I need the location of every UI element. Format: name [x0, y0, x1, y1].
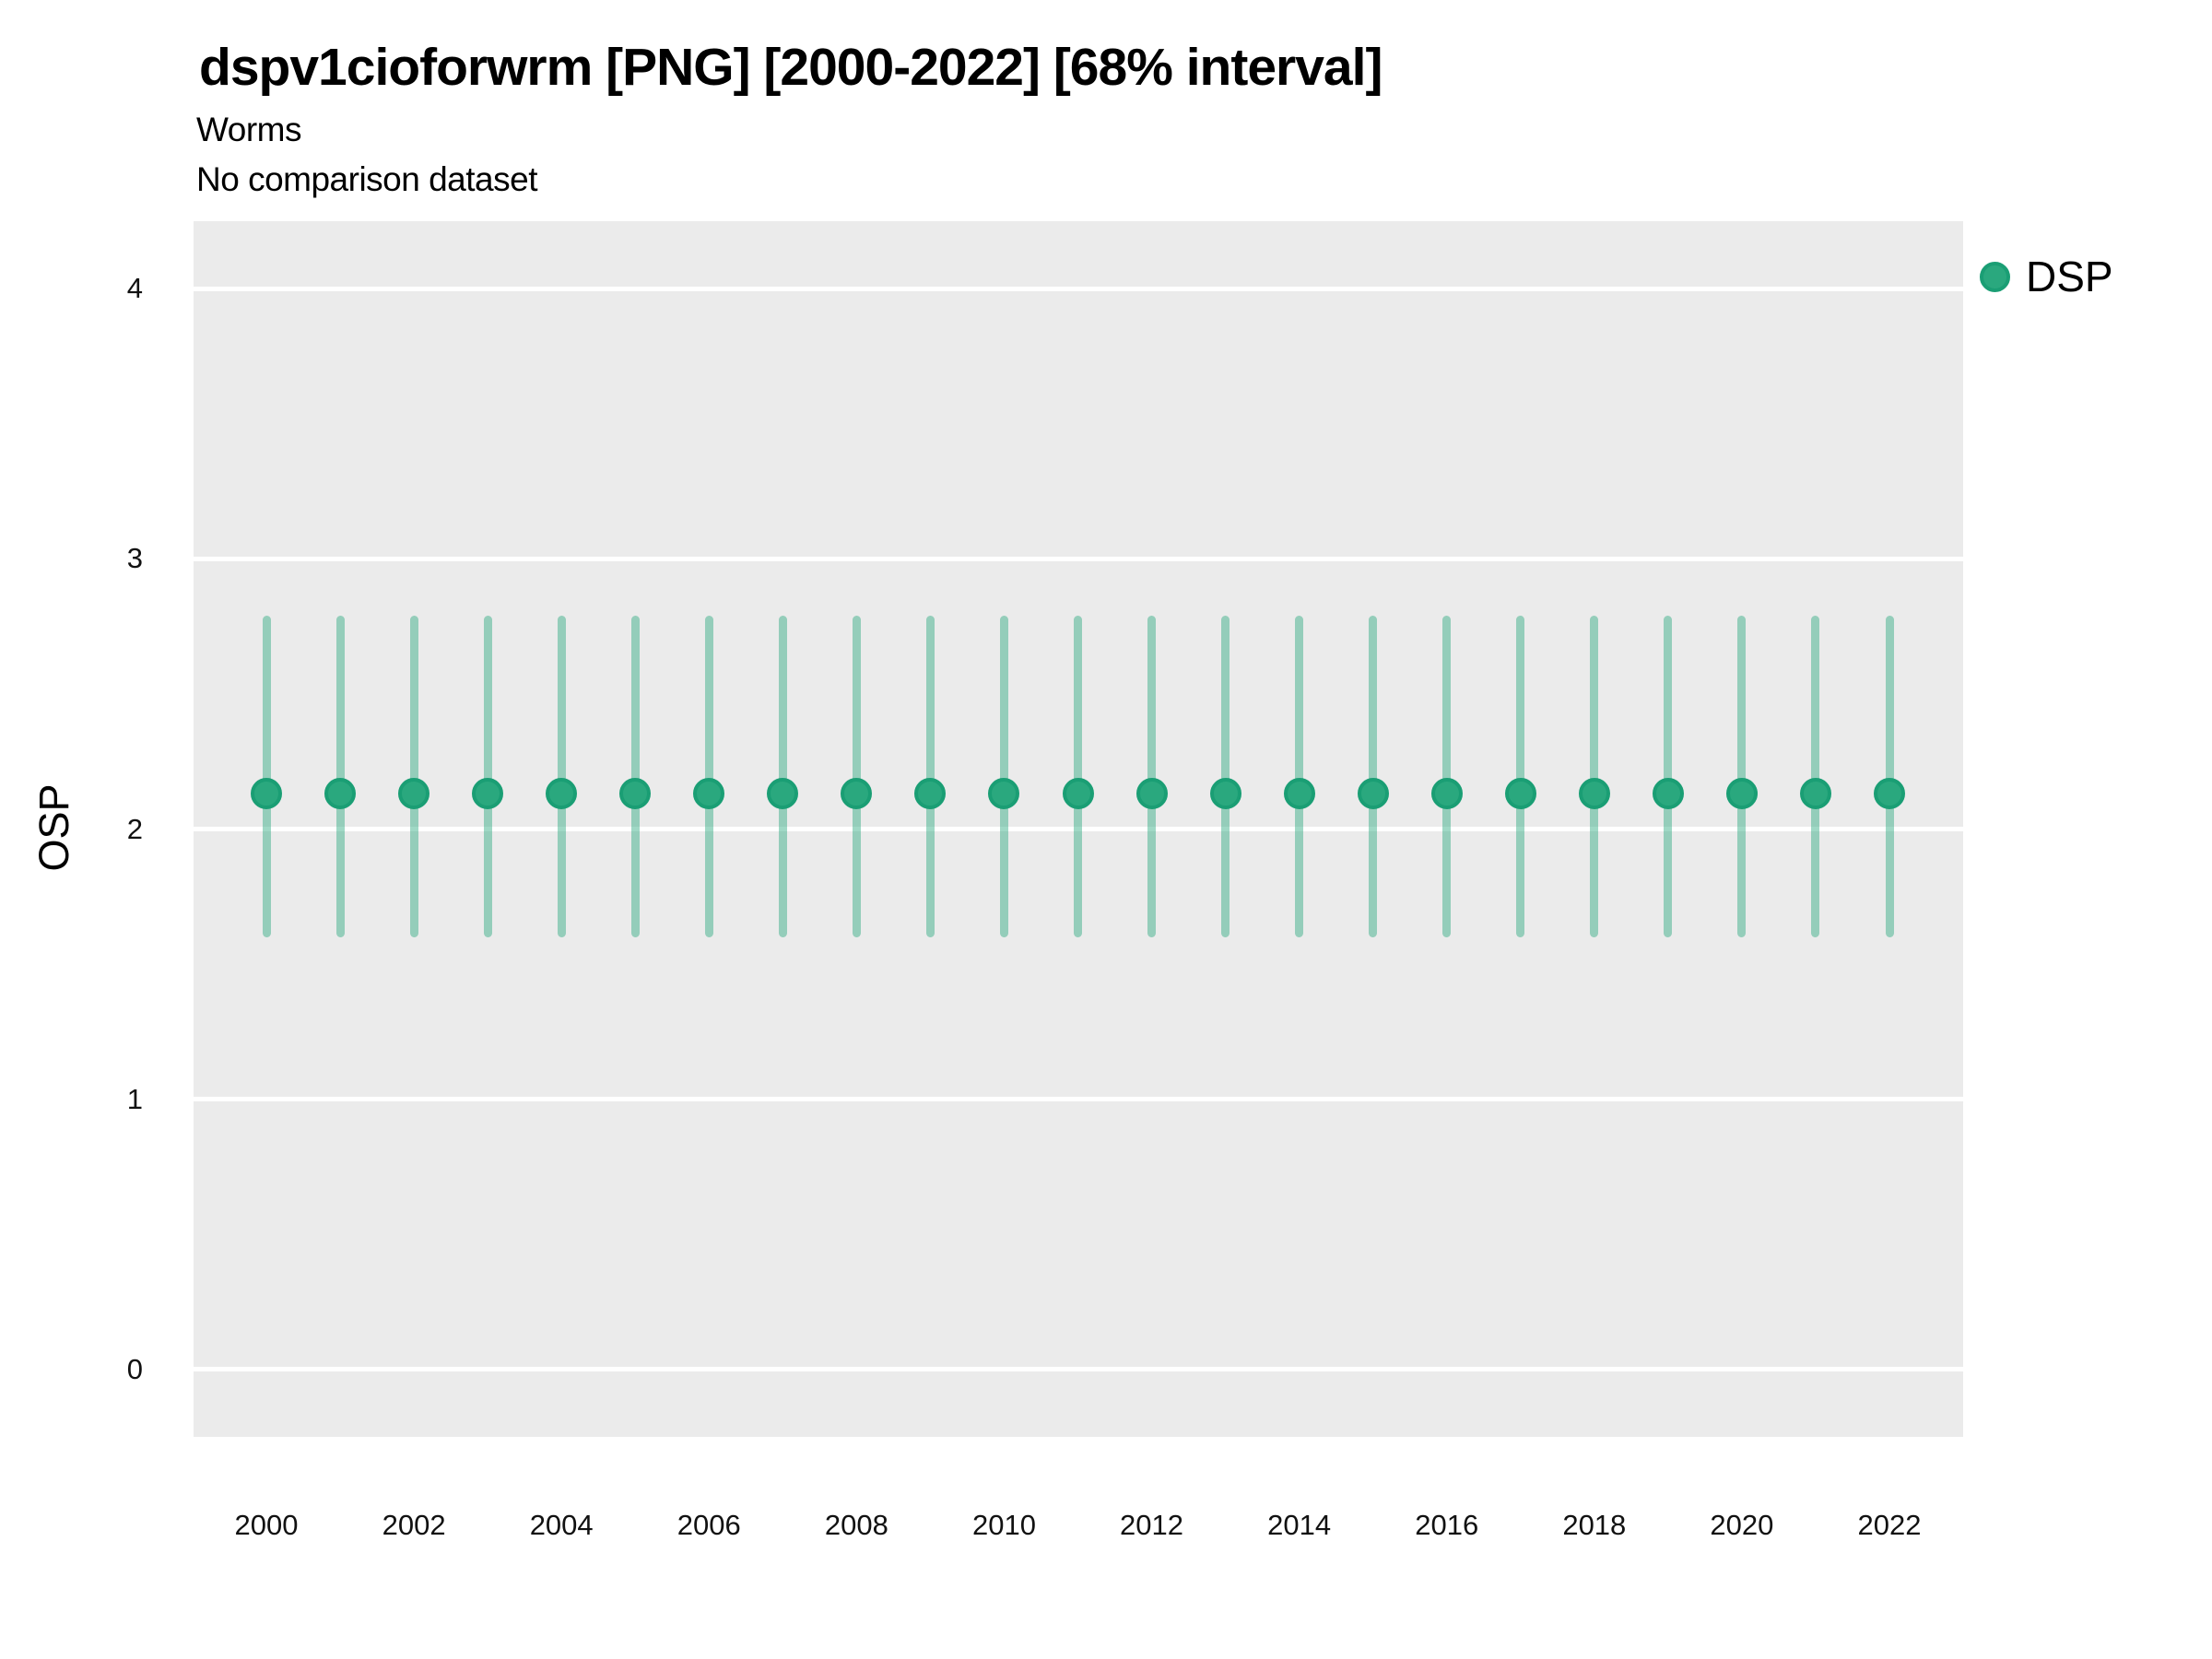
range-bar-2012 — [1147, 615, 1157, 937]
point-2010 — [988, 778, 1020, 810]
range-bar-2016 — [1442, 615, 1452, 937]
point-2013 — [1209, 778, 1241, 810]
range-bar-2022 — [1885, 615, 1894, 937]
point-2014 — [1283, 778, 1315, 810]
point-2015 — [1357, 778, 1389, 810]
y-tick-label-4: 4 — [126, 272, 143, 305]
x-tick-label-2008: 2008 — [824, 1509, 888, 1541]
point-2004 — [546, 778, 578, 810]
gridline-y-4 — [194, 286, 1963, 291]
gridline-y-2 — [194, 827, 1963, 831]
point-2003 — [472, 778, 504, 810]
legend-label: DSP — [2026, 253, 2113, 300]
plot-panel — [194, 221, 1963, 1437]
point-2012 — [1135, 778, 1168, 810]
range-bar-2002 — [409, 615, 418, 937]
point-2002 — [398, 778, 430, 810]
x-tick-label-2016: 2016 — [1415, 1509, 1479, 1541]
point-2006 — [693, 778, 725, 810]
chart-subtitle-line2: No comparison dataset — [196, 160, 537, 198]
x-tick-label-2022: 2022 — [1857, 1509, 1922, 1541]
range-bar-2003 — [483, 615, 492, 937]
chart-subtitle-line1: Worms — [196, 111, 301, 148]
y-tick-label-0: 0 — [126, 1352, 143, 1385]
range-bar-2001 — [335, 615, 345, 937]
point-2016 — [1430, 778, 1463, 810]
legend: DSP — [1980, 247, 2113, 306]
point-2007 — [767, 778, 799, 810]
legend-point-icon — [1980, 261, 2010, 292]
gridline-y-0 — [194, 1367, 1963, 1372]
y-tick-label-2: 2 — [126, 812, 143, 845]
x-tick-label-2018: 2018 — [1562, 1509, 1627, 1541]
point-2011 — [1062, 778, 1094, 810]
range-bar-2004 — [557, 615, 566, 937]
gridline-y-3 — [194, 556, 1963, 561]
x-tick-label-2000: 2000 — [234, 1509, 299, 1541]
range-bar-2017 — [1516, 615, 1525, 937]
range-bar-2011 — [1074, 615, 1082, 937]
x-tick-label-2002: 2002 — [382, 1509, 446, 1541]
range-bar-2009 — [925, 615, 935, 937]
point-2017 — [1504, 778, 1536, 810]
point-2001 — [324, 778, 357, 810]
range-bar-2013 — [1221, 615, 1230, 937]
gridline-y-1 — [194, 1097, 1963, 1102]
range-bar-2005 — [630, 615, 640, 937]
range-bar-2015 — [1369, 615, 1378, 937]
range-bar-2019 — [1664, 615, 1673, 937]
point-2021 — [1799, 778, 1831, 810]
point-2005 — [619, 778, 652, 810]
point-2009 — [914, 778, 947, 810]
y-tick-label-1: 1 — [126, 1082, 143, 1115]
x-tick-label-2012: 2012 — [1120, 1509, 1184, 1541]
y-tick-label-3: 3 — [126, 542, 143, 575]
range-bar-2000 — [262, 615, 271, 937]
point-2020 — [1725, 778, 1758, 810]
range-bar-2018 — [1590, 615, 1599, 937]
range-bar-2008 — [852, 615, 861, 937]
range-bar-2021 — [1811, 615, 1820, 937]
x-tick-label-2014: 2014 — [1267, 1509, 1332, 1541]
x-tick-label-2006: 2006 — [677, 1509, 741, 1541]
point-2022 — [1874, 778, 1905, 810]
point-2000 — [251, 778, 282, 810]
range-bar-2006 — [704, 615, 713, 937]
x-tick-label-2010: 2010 — [971, 1509, 1036, 1541]
point-2018 — [1578, 778, 1610, 810]
range-bar-2010 — [999, 615, 1008, 937]
point-2008 — [841, 778, 873, 810]
range-bar-2014 — [1295, 615, 1304, 937]
x-tick-label-2004: 2004 — [529, 1509, 594, 1541]
chart-title: dspv1cioforwrm [PNG] [2000-2022] [68% in… — [199, 38, 1382, 97]
range-bar-2020 — [1737, 615, 1747, 937]
range-bar-2007 — [778, 615, 787, 937]
point-2019 — [1652, 778, 1684, 810]
x-tick-label-2020: 2020 — [1710, 1509, 1774, 1541]
